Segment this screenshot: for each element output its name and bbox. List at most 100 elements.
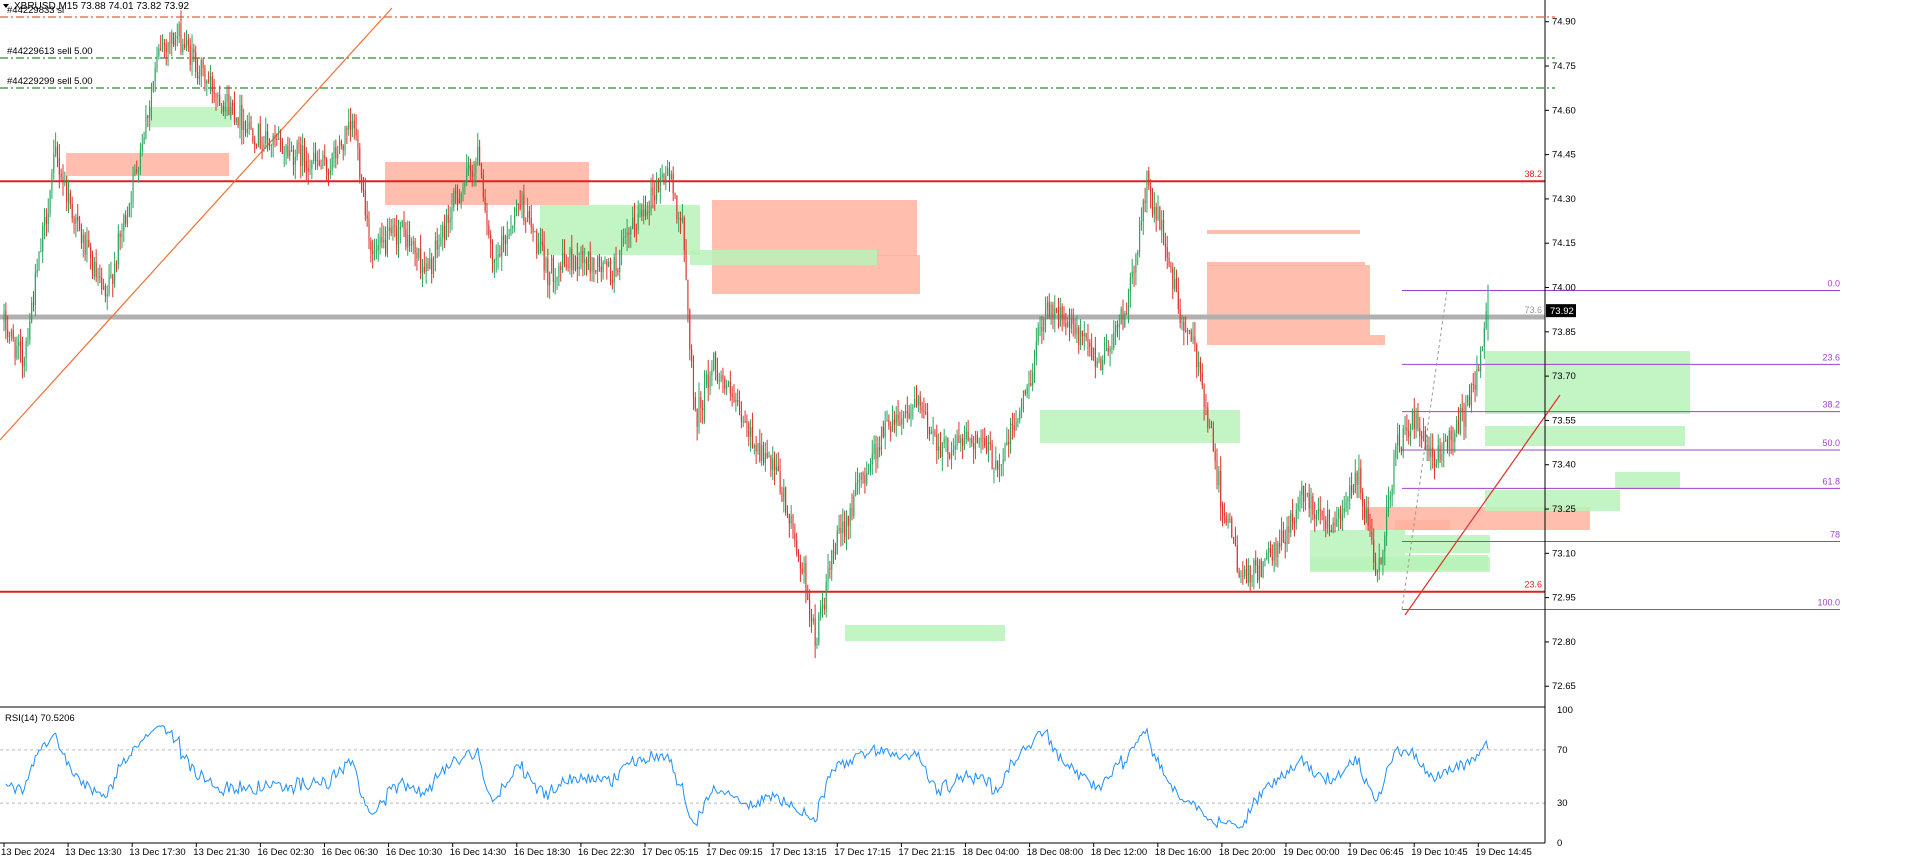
candle-body xyxy=(716,369,718,382)
candle xyxy=(1266,549,1268,561)
candle-body xyxy=(333,147,335,154)
fib-level-label: 50.0 xyxy=(1822,438,1840,448)
candle-body xyxy=(1022,390,1024,399)
candle xyxy=(340,139,342,150)
candle-body xyxy=(1221,506,1224,514)
candle-body xyxy=(1474,384,1476,390)
candle xyxy=(499,245,501,258)
candle-body xyxy=(123,215,125,231)
candle xyxy=(735,392,737,412)
candle xyxy=(608,257,610,268)
candle-body xyxy=(278,138,280,140)
candle-body xyxy=(803,563,805,573)
candle xyxy=(1072,308,1074,337)
candle-body xyxy=(10,330,12,337)
candle xyxy=(420,234,422,280)
candle xyxy=(373,238,376,261)
horizontal-levels[interactable]: 38.223.673.6 xyxy=(0,169,1545,593)
candle xyxy=(298,136,300,154)
candle xyxy=(1354,459,1356,494)
trendlines[interactable] xyxy=(0,7,1561,616)
candle xyxy=(593,257,595,283)
candle-body xyxy=(884,421,886,438)
candle xyxy=(1376,569,1378,583)
candle-body xyxy=(589,252,591,273)
candle xyxy=(573,254,575,275)
candle xyxy=(770,454,772,477)
candle-body xyxy=(1327,509,1329,530)
candle xyxy=(180,10,182,56)
candle xyxy=(1081,330,1083,346)
candle xyxy=(1277,540,1279,568)
order-label: #44229833 sl xyxy=(7,5,64,16)
trendline[interactable] xyxy=(1404,394,1561,616)
candle xyxy=(512,225,514,234)
candle xyxy=(493,258,495,278)
price-tick-label: 74.15 xyxy=(1552,238,1576,249)
candle xyxy=(597,255,599,284)
price-tick-label: 73.40 xyxy=(1552,460,1576,471)
candle-body xyxy=(1091,346,1093,360)
candle-body xyxy=(587,252,589,270)
candle xyxy=(895,406,897,437)
candle xyxy=(1199,356,1201,382)
collapse-arrow-icon[interactable] xyxy=(3,4,9,8)
candle xyxy=(1397,423,1399,460)
candle xyxy=(1257,557,1259,584)
candle xyxy=(1192,322,1194,345)
candle xyxy=(1043,317,1045,341)
candle xyxy=(1393,449,1395,495)
candle-body xyxy=(584,259,586,264)
candle-body xyxy=(55,146,57,155)
candle xyxy=(195,45,197,79)
candle xyxy=(792,513,794,539)
candle-body xyxy=(1061,306,1063,318)
candle xyxy=(274,124,276,148)
candle xyxy=(1284,529,1286,559)
candle-body xyxy=(311,161,313,169)
candle-body xyxy=(1411,411,1413,426)
candle-body xyxy=(1170,265,1172,268)
candle-body xyxy=(750,427,752,437)
candle-body xyxy=(1306,492,1308,494)
candle-body xyxy=(665,175,667,184)
candle xyxy=(683,215,685,263)
candle-body xyxy=(1345,501,1347,509)
candle xyxy=(1271,544,1273,566)
candle xyxy=(903,411,905,429)
candle-body xyxy=(318,160,320,166)
candle-body xyxy=(670,173,672,179)
candle-body xyxy=(1045,309,1047,320)
candle xyxy=(1415,407,1417,439)
candle xyxy=(853,489,855,519)
candle-body xyxy=(237,117,239,126)
candle xyxy=(1004,442,1006,462)
candle-body xyxy=(340,141,342,146)
candle xyxy=(1162,210,1165,246)
candle xyxy=(532,223,534,242)
candle-body xyxy=(746,421,748,424)
candle-body xyxy=(766,453,768,458)
candle xyxy=(1140,207,1142,231)
trendline[interactable] xyxy=(0,7,393,441)
candle-body xyxy=(1356,472,1358,486)
candle-body xyxy=(626,231,628,237)
candle xyxy=(722,367,724,393)
candle xyxy=(578,252,580,277)
candle-body xyxy=(786,512,789,514)
candle xyxy=(869,458,871,476)
candle xyxy=(1015,410,1017,431)
candle xyxy=(921,401,923,419)
order-lines[interactable]: #44229833 sl#44229613 sell 5.00#44229299… xyxy=(0,5,1555,89)
candle xyxy=(405,221,407,251)
candle-body xyxy=(547,258,549,286)
candle xyxy=(1360,459,1362,500)
candle-body xyxy=(7,330,9,337)
candle xyxy=(1253,558,1255,590)
candle-body xyxy=(110,274,112,277)
candle xyxy=(1349,476,1351,510)
candle-body xyxy=(82,234,84,244)
